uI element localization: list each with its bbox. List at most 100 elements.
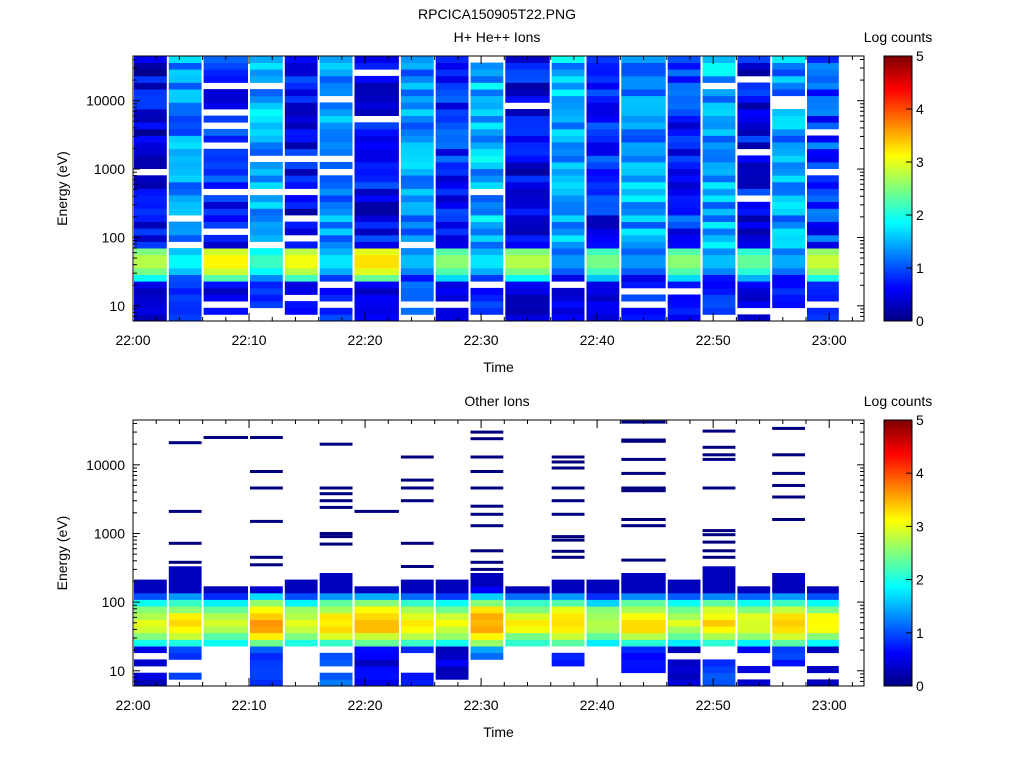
heatmap-cell xyxy=(551,612,585,620)
colorbar-segment xyxy=(884,422,912,426)
sparse-count-line xyxy=(702,429,736,433)
heatmap-cell xyxy=(319,307,353,315)
heatmap-cell xyxy=(470,268,504,275)
sparse-count-line xyxy=(400,478,434,482)
heatmap-cell xyxy=(435,599,469,607)
heatmap-cell xyxy=(505,254,550,262)
heatmap-cell xyxy=(737,679,771,687)
heatmap-cell xyxy=(168,148,202,156)
heatmap-cell xyxy=(354,181,399,189)
heatmap-cell xyxy=(702,56,736,63)
heatmap-cell xyxy=(772,646,805,654)
heatmap-cell xyxy=(284,268,318,275)
heatmap-cell xyxy=(807,82,839,90)
heatmap-cell xyxy=(470,82,504,90)
heatmap-cell xyxy=(807,234,839,242)
heatmap-cell xyxy=(435,254,469,262)
heatmap-cell xyxy=(400,122,434,130)
heatmap-cell xyxy=(250,301,283,309)
heatmap-cell xyxy=(319,195,353,203)
heatmap-cell xyxy=(586,148,620,156)
heatmap-cell xyxy=(621,281,666,289)
colorbar-segment xyxy=(884,286,912,290)
sparse-count-line xyxy=(702,533,736,537)
sparse-count-line xyxy=(702,453,736,457)
sparse-count-line xyxy=(168,560,202,564)
colorbar-segment xyxy=(884,228,912,232)
heatmap-cell xyxy=(586,188,620,196)
heatmap-cell xyxy=(702,606,736,614)
heatmap-cell xyxy=(284,62,318,70)
heatmap-cell xyxy=(435,75,469,83)
heatmap-cell xyxy=(400,142,434,150)
heatmap-cell xyxy=(168,62,202,70)
heatmap-cell xyxy=(551,201,585,209)
heatmap-cell xyxy=(551,639,585,647)
heatmap-cell xyxy=(284,626,318,634)
heatmap-cell xyxy=(737,639,771,647)
heatmap-cell xyxy=(134,155,167,163)
colorbar-segment xyxy=(884,132,912,136)
heatmap-cell xyxy=(702,579,736,587)
heatmap-cell xyxy=(621,175,666,183)
heatmap-cell xyxy=(354,142,399,150)
heatmap-cell xyxy=(807,679,839,687)
heatmap-cell xyxy=(551,221,585,229)
colorbar-segment xyxy=(884,638,912,642)
x-tick-label: 22:30 xyxy=(464,332,499,348)
heatmap-cell xyxy=(400,69,434,77)
heatmap-cell xyxy=(737,632,771,640)
heatmap-cell xyxy=(435,294,469,302)
heatmap-cell xyxy=(621,135,666,143)
heatmap-cell xyxy=(737,69,771,77)
heatmap-cell xyxy=(435,261,469,269)
heatmap-cell xyxy=(470,75,504,83)
heatmap-cell xyxy=(737,201,771,209)
sparse-count-line xyxy=(551,486,585,490)
heatmap-cell xyxy=(319,89,353,97)
heatmap-cell xyxy=(250,612,283,620)
heatmap-cell xyxy=(354,148,399,156)
heatmap-cell xyxy=(319,69,353,77)
heatmap-cell xyxy=(470,632,504,640)
colorbar-tick-label: 5 xyxy=(916,48,924,64)
heatmap-cell xyxy=(737,314,771,322)
heatmap-cell xyxy=(284,109,318,116)
heatmap-cell xyxy=(319,162,353,169)
heatmap-cell xyxy=(737,162,771,169)
heatmap-cell xyxy=(551,128,585,136)
heatmap-cell xyxy=(203,241,248,249)
heatmap-cell xyxy=(667,599,701,607)
heatmap-cell xyxy=(737,666,771,674)
heatmap-cell xyxy=(435,586,469,594)
heatmap-cell xyxy=(702,89,736,97)
heatmap-cell xyxy=(354,128,399,136)
heatmap-cell xyxy=(667,294,701,302)
colorbar-segment xyxy=(884,526,912,530)
heatmap-cell xyxy=(772,274,805,282)
colorbar-segment xyxy=(884,85,912,89)
heatmap-cell xyxy=(470,69,504,77)
heatmap-cell xyxy=(134,592,167,600)
colorbar-segment xyxy=(884,598,912,602)
heatmap-cell xyxy=(807,248,839,256)
heatmap-cell xyxy=(551,652,585,660)
heatmap-cell xyxy=(807,102,839,110)
x-tick-label: 22:10 xyxy=(232,697,267,713)
heatmap-cell xyxy=(250,626,283,634)
heatmap-cell xyxy=(505,599,550,607)
colorbar-segment xyxy=(884,662,912,666)
colorbar-segment xyxy=(884,257,912,261)
heatmap-cell xyxy=(505,632,550,640)
heatmap-cell xyxy=(470,62,504,70)
heatmap-cell xyxy=(737,109,771,116)
heatmap-cell xyxy=(470,142,504,150)
heatmap-cell xyxy=(702,248,736,256)
heatmap-cell xyxy=(354,672,399,680)
heatmap-cell xyxy=(435,281,469,289)
heatmap-cell xyxy=(621,208,666,216)
sparse-count-line xyxy=(400,565,434,568)
heatmap-cell xyxy=(772,155,805,163)
heatmap-cell xyxy=(400,592,434,600)
heatmap-cell xyxy=(250,148,283,156)
